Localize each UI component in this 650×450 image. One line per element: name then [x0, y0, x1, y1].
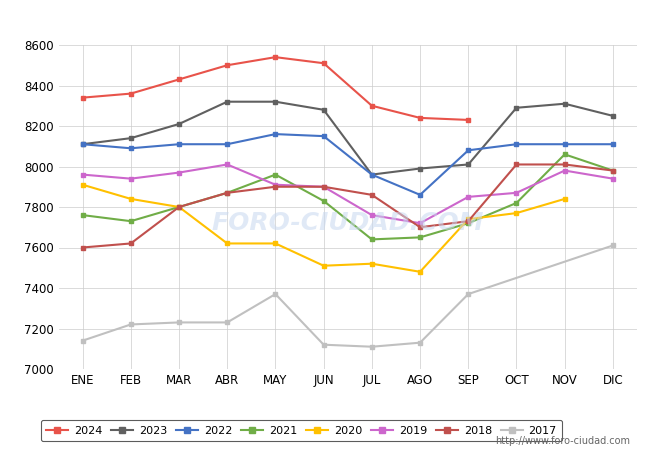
Text: http://www.foro-ciudad.com: http://www.foro-ciudad.com: [495, 436, 630, 446]
Text: Afiliados en Sant Vicenç dels Horts a 30/9/2024: Afiliados en Sant Vicenç dels Horts a 30…: [128, 11, 522, 29]
Legend: 2024, 2023, 2022, 2021, 2020, 2019, 2018, 2017: 2024, 2023, 2022, 2021, 2020, 2019, 2018…: [40, 420, 562, 441]
Text: FORO-CIUDAD.COM: FORO-CIUDAD.COM: [211, 211, 484, 235]
